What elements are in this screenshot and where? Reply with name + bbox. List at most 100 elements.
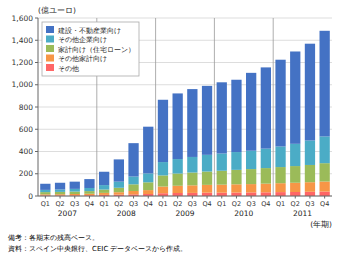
- bar-segment: [187, 157, 197, 173]
- legend-swatch: [46, 45, 54, 52]
- bar-segment: [305, 192, 315, 196]
- legend-label: その他企業向け: [58, 36, 107, 44]
- x-tick: [177, 196, 178, 199]
- group-separator: [214, 18, 215, 196]
- bar-segment: [84, 179, 94, 188]
- x-axis: Q1Q2Q3Q4Q1Q2Q3Q4Q1Q2Q3Q4Q1Q2Q3Q4Q1Q2Q3Q4: [41, 196, 330, 208]
- bar-segment: [187, 89, 197, 157]
- bar-segment: [217, 171, 227, 185]
- y-axis-label: (億ユーロ): [38, 6, 76, 15]
- y-tick-label: 1,400: [12, 36, 34, 45]
- bar-segment: [70, 189, 80, 192]
- grid: [38, 18, 332, 196]
- legend-label: 建設・不動産業向け: [57, 27, 121, 35]
- y-tick-label: 1,000: [12, 80, 34, 89]
- legend-label: その他家計向け: [58, 55, 107, 63]
- bar-segment: [261, 67, 271, 148]
- x-tick: [295, 196, 296, 199]
- group-separator: [273, 18, 274, 196]
- bar-segment: [143, 173, 153, 182]
- legend-swatch: [46, 36, 54, 43]
- x-tick-label: Q2: [173, 200, 182, 208]
- bar-segment: [55, 189, 65, 191]
- x-tick-label: Q1: [217, 200, 226, 208]
- bar-segment: [320, 31, 330, 137]
- x-tick-label: Q1: [100, 200, 109, 208]
- bar-segment: [128, 143, 138, 176]
- legend-label: 家計向け（住宅ローン）: [58, 46, 135, 54]
- x-tick: [104, 196, 105, 199]
- y-tick-label: 800: [19, 103, 34, 112]
- bar-segment: [202, 86, 212, 155]
- bar-segment: [202, 185, 212, 193]
- x-tick: [251, 196, 252, 199]
- x-tick: [280, 196, 281, 199]
- legend-swatch: [46, 26, 54, 33]
- bar-segment: [275, 183, 285, 192]
- bar-segment: [246, 169, 256, 184]
- x-tick: [324, 196, 325, 199]
- bar-segment: [99, 190, 109, 193]
- x-tick: [74, 196, 75, 199]
- x-tick: [60, 196, 61, 199]
- bar-segment: [114, 188, 124, 192]
- bar-segment: [70, 182, 80, 189]
- bar-segment: [128, 191, 138, 194]
- bar-segment: [143, 127, 153, 174]
- bar-segment: [202, 193, 212, 196]
- bar-segment: [290, 183, 300, 192]
- bar-segment: [84, 194, 94, 195]
- y-axis-line: [38, 18, 39, 196]
- bar-segment: [40, 184, 50, 190]
- bar-segment: [99, 185, 109, 189]
- note: 備考：各期末の残高ベース。: [8, 234, 99, 242]
- x-tick: [236, 196, 237, 199]
- group-label: 2009: [175, 209, 194, 218]
- bar-segment: [202, 172, 212, 185]
- bar-segment: [40, 192, 50, 194]
- x-tick: [265, 196, 266, 199]
- y-tick-label: 0: [28, 192, 33, 201]
- bar-segment: [261, 149, 271, 168]
- bar-segment: [158, 162, 168, 175]
- bar-segment: [231, 80, 241, 152]
- y-tick-label: 600: [19, 125, 34, 134]
- x-tick: [89, 196, 90, 199]
- bar-segment: [320, 182, 330, 192]
- bar-segment: [40, 194, 50, 195]
- bars: [40, 31, 330, 196]
- grid-line: [38, 151, 332, 152]
- grid-line: [38, 196, 332, 197]
- bar-segment: [217, 154, 227, 171]
- bar-segment: [305, 44, 315, 141]
- bar-segment: [55, 183, 65, 190]
- bar-segment: [217, 193, 227, 196]
- bar-segment: [275, 60, 285, 147]
- bar-segment: [84, 191, 94, 194]
- y-tick-label: 1,200: [12, 58, 34, 67]
- legend-label: その他: [58, 65, 79, 73]
- bar-segment: [114, 192, 124, 194]
- legend-swatch: [46, 55, 54, 62]
- bar-segment: [275, 192, 285, 196]
- bar-segment: [261, 168, 271, 184]
- bar-segment: [231, 184, 241, 192]
- bar-segment: [143, 182, 153, 190]
- grid-line: [38, 173, 332, 174]
- y-tick-label: 200: [19, 169, 34, 178]
- legend-frame: [42, 22, 139, 76]
- bar-segment: [231, 152, 241, 170]
- bar-segment: [158, 175, 168, 186]
- bar-segment: [114, 159, 124, 181]
- bar-segment: [84, 188, 94, 191]
- bar-segment: [246, 192, 256, 196]
- x-tick: [45, 196, 46, 199]
- bar-segment: [70, 192, 80, 194]
- bar-segment: [173, 186, 183, 193]
- grid-line: [38, 18, 332, 19]
- x-tick-label: Q3: [247, 200, 256, 208]
- x-tick-label: Q4: [85, 200, 94, 208]
- x-tick-label: Q3: [305, 200, 314, 208]
- bar-segment: [246, 184, 256, 192]
- bar-segment: [128, 184, 138, 191]
